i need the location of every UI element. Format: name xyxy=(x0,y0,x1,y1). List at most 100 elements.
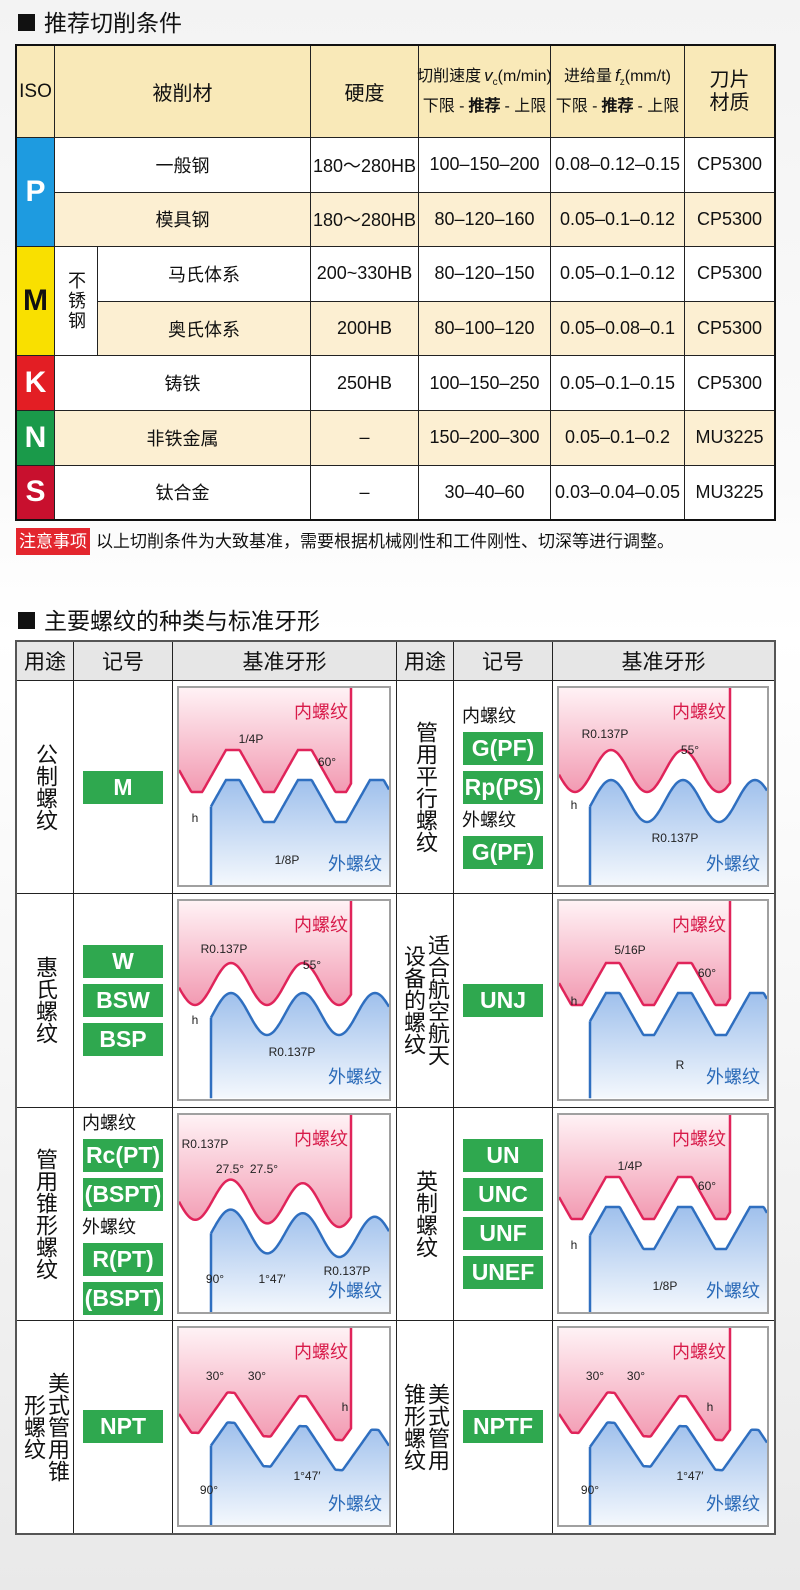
dimension-label: 60° xyxy=(318,755,336,769)
code-badge: BSP xyxy=(83,1022,163,1056)
speed-cell: 100–150–250 xyxy=(418,355,551,411)
hardness-text: – xyxy=(359,427,370,448)
dimension-label: 1°47′ xyxy=(676,1469,704,1483)
material-text: 非铁金属 xyxy=(146,428,219,449)
header-unit: (mm/t) xyxy=(624,67,671,85)
code-badge: (BSPT) xyxy=(83,1177,163,1211)
iso-letter: K xyxy=(24,366,47,400)
header-cell: 记号 xyxy=(73,641,173,681)
material-cell: 模具钢 xyxy=(54,191,311,248)
hardness-text: – xyxy=(359,481,370,502)
inner-thread-area xyxy=(559,1114,730,1219)
code-caption: 内螺纹 xyxy=(82,1112,136,1133)
code-caption: 内螺纹 xyxy=(462,705,516,726)
diagram-frame: 内螺纹 外螺纹 30° 30° h 90° 1°47′ xyxy=(557,1325,769,1527)
header-text: 进给量 xyxy=(564,67,613,85)
use-text: 管用锥形螺纹 xyxy=(33,1147,58,1280)
diagram-frame: 内螺纹 外螺纹 5/16P 60° h R xyxy=(557,899,769,1101)
outer-thread-profile xyxy=(588,1421,767,1472)
dimension-label: h xyxy=(571,1238,578,1252)
hardness-text: 180～280HB xyxy=(312,210,417,231)
header-cell: 硬度 xyxy=(310,45,419,138)
inner-label: 内螺纹 xyxy=(672,915,726,935)
diagram-cell: 内螺纹 外螺纹 30° 30° h 1°47′ 90° xyxy=(172,1319,397,1534)
material-text: 一般钢 xyxy=(155,155,210,176)
header-cell: 被削材 xyxy=(54,45,311,138)
code-caption: 外螺纹 xyxy=(462,809,516,830)
code-badge: G(PF) xyxy=(463,731,543,765)
diagram-frame: 内螺纹 外螺纹 R0.137P 27.5° 27.5° 90° 1°47′ R0.137P xyxy=(177,1112,391,1314)
use-cell: 适合航空航天设备的螺纹 xyxy=(396,893,454,1108)
inner-label: 内螺纹 xyxy=(672,1342,726,1362)
family-text: 不锈钢 xyxy=(66,271,86,332)
dimension-label: 30° xyxy=(586,1369,604,1383)
use-cell: 美式管用锥形螺纹 xyxy=(396,1319,454,1534)
diagram-cell: 内螺纹 外螺纹 R0.137P 27.5° 27.5° 90° 1°47′ R0.137P xyxy=(172,1106,397,1321)
hardness-cell: 200~330HB xyxy=(310,246,419,302)
outer-label: 外螺纹 xyxy=(328,854,382,874)
code-badge: Rc(PT) xyxy=(83,1138,163,1172)
diagram-cell: 内螺纹 外螺纹 1/4P 60° h 1/8P xyxy=(552,1106,775,1321)
header-text: 被削材 xyxy=(152,83,213,105)
code-badge: UNC xyxy=(463,1177,543,1211)
dimension-label: h xyxy=(192,811,199,825)
header-line: 下限 - 推荐 - 上限 xyxy=(556,95,680,119)
use-text: 管用平行螺纹 xyxy=(413,721,438,854)
diagram-frame: 内螺纹 外螺纹 30° 30° h 1°47′ 90° xyxy=(177,1325,391,1527)
outer-label: 外螺纹 xyxy=(706,854,760,874)
speed-cell: 80–100–120 xyxy=(418,300,551,357)
speed-text: 150–200–300 xyxy=(429,427,540,448)
note-text: 以上切削条件为大致基准，需要根据机械刚性和工件刚性、切深等进行调整。 xyxy=(96,532,674,551)
dimension-label: 1°47′ xyxy=(293,1469,321,1483)
dimension-label: 60° xyxy=(698,1179,716,1193)
grade-text: CP5300 xyxy=(696,208,763,229)
grade-text: MU3225 xyxy=(695,481,764,502)
material-text: 奥氏体系 xyxy=(168,319,240,340)
header-cell: 进给量 fz(mm/t) 下限 - 推荐 - 上限 xyxy=(550,45,685,138)
dimension-label: h xyxy=(192,1013,199,1027)
dimension-label: 1/4P xyxy=(239,732,264,746)
speed-text: 30–40–60 xyxy=(444,481,525,502)
material-cell: 铸铁 xyxy=(54,355,311,411)
outer-thread-profile xyxy=(209,1421,389,1472)
section-marker xyxy=(18,612,35,629)
inner-label: 内螺纹 xyxy=(294,1129,348,1149)
dimension-label: 1°47′ xyxy=(258,1272,286,1286)
dimension-label: R0.137P xyxy=(269,1045,316,1059)
header-line: 切削速度 vc(m/min) xyxy=(417,64,552,95)
diagram-frame: 内螺纹 外螺纹 R0.137P 55° R0.137P h xyxy=(177,899,391,1101)
code-badge: G(PF) xyxy=(463,835,543,869)
dimension-label: 27.5° xyxy=(216,1162,244,1176)
inner-thread-area xyxy=(559,901,730,1006)
range-text: - 上限 xyxy=(637,98,680,116)
dimension-label: h xyxy=(571,994,578,1008)
grade-text: CP5300 xyxy=(696,372,763,393)
code-badge: NPTF xyxy=(463,1410,543,1444)
speed-text: 80–120–160 xyxy=(434,208,535,229)
code-badge: (BSPT) xyxy=(83,1281,163,1315)
dimension-label: R0.137P xyxy=(201,942,248,956)
header-cell: 记号 xyxy=(453,641,553,681)
header-unit: (m/min) xyxy=(497,67,552,85)
grade-text: CP5300 xyxy=(696,154,763,175)
header-cell: 用途 xyxy=(396,641,454,681)
outer-thread-profile xyxy=(588,1205,767,1250)
material-cell: 一般钢 xyxy=(54,137,311,193)
dimension-label: 90° xyxy=(200,1483,218,1497)
dimension-label: 55° xyxy=(303,958,321,972)
hardness-cell: 200HB xyxy=(310,300,419,357)
hardness-text: 200HB xyxy=(336,318,393,339)
use-text: 美式管用锥形螺纹 xyxy=(21,1371,70,1482)
use-cell: 惠氏螺纹 xyxy=(16,893,74,1108)
inner-thread-profile xyxy=(179,1327,353,1442)
dimension-label: 30° xyxy=(206,1369,224,1383)
diagram-cell: 内螺纹 外螺纹 1/4P 60° 1/8P h xyxy=(172,680,397,895)
feed-cell: 0.05–0.1–0.15 xyxy=(550,355,685,411)
dimension-label: 1/4P xyxy=(618,1159,643,1173)
range-text: 推荐 xyxy=(468,98,501,116)
inner-label: 内螺纹 xyxy=(294,702,348,722)
code-badge: UNEF xyxy=(463,1255,543,1289)
speed-cell: 80–120–160 xyxy=(418,191,551,248)
